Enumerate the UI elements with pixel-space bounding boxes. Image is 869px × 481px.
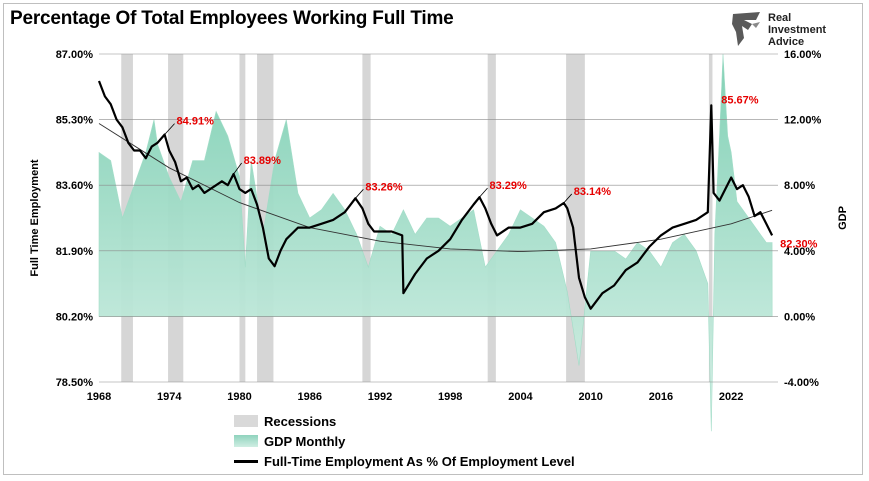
legend-item-gdp: GDP Monthly xyxy=(234,431,575,451)
recession-band xyxy=(566,54,585,382)
y-tick-right: -4.00% xyxy=(784,377,819,389)
recession-band xyxy=(708,54,713,382)
annotation-leader xyxy=(563,193,573,204)
x-tick: 2010 xyxy=(578,391,602,403)
x-tick: 1986 xyxy=(297,391,321,403)
y-tick-left: 85.30% xyxy=(56,115,94,127)
y-tick-right: 4.00% xyxy=(784,246,815,258)
trend-line xyxy=(98,123,773,253)
y-tick-right: 8.00% xyxy=(784,180,815,192)
recessions-swatch xyxy=(234,415,258,427)
y-tick-right: 0.00% xyxy=(784,311,815,323)
eagle-icon xyxy=(732,12,760,46)
y-tick-right: 16.00% xyxy=(784,49,822,61)
legend-item-fte: Full-Time Employment As % Of Employment … xyxy=(234,451,575,471)
x-tick: 2004 xyxy=(508,391,533,403)
legend: Recessions GDP Monthly Full-Time Employm… xyxy=(234,411,575,471)
y-tick-left: 83.60% xyxy=(56,180,94,192)
annotation-label: 83.26% xyxy=(365,181,403,193)
annotation-label: 83.29% xyxy=(489,180,527,192)
annotation-label: 84.91% xyxy=(177,116,215,128)
x-tick: 2016 xyxy=(649,391,673,403)
brand-line-1: Real xyxy=(768,12,792,24)
y-axis-title-right: GDP xyxy=(837,206,849,230)
brand-name: Real Investment Advice xyxy=(768,12,826,48)
y-tick-left: 81.90% xyxy=(56,246,94,258)
x-tick: 1968 xyxy=(87,391,111,403)
x-tick: 1998 xyxy=(438,391,462,403)
annotation-leader xyxy=(164,123,175,135)
y-tick-left: 78.50% xyxy=(56,377,94,389)
y-tick-right: 12.00% xyxy=(784,115,822,127)
fte-swatch xyxy=(234,459,258,463)
y-tick-left: 87.00% xyxy=(56,49,94,61)
legend-item-recessions: Recessions xyxy=(234,411,575,431)
y-axis-title-left: Full Time Employment xyxy=(29,159,41,276)
fte-line xyxy=(97,80,774,310)
annotation-label: 83.14% xyxy=(574,186,612,198)
annotation-label: 82.30% xyxy=(780,238,818,250)
annotation-leader xyxy=(479,187,488,198)
gdp-area xyxy=(98,53,773,432)
brand-line-2: Investment xyxy=(768,24,827,36)
recession-band xyxy=(487,54,496,382)
annotation-label: 83.89% xyxy=(244,155,282,167)
x-tick: 1974 xyxy=(157,391,182,403)
x-tick: 1992 xyxy=(368,391,392,403)
legend-label-fte: Full-Time Employment As % Of Employment … xyxy=(264,453,575,469)
legend-label-recessions: Recessions xyxy=(264,413,337,429)
brand-line-3: Advice xyxy=(768,36,805,48)
annotation-label: 85.67% xyxy=(721,94,759,106)
annotation-leader xyxy=(233,162,242,175)
gdp-swatch xyxy=(234,435,258,447)
annotation-leader xyxy=(355,189,364,199)
y-tick-left: 80.20% xyxy=(56,311,94,323)
x-tick: 2022 xyxy=(719,391,743,403)
brand-logo: Real Investment Advice xyxy=(730,8,840,52)
chart-title: Percentage Of Total Employees Working Fu… xyxy=(10,8,454,29)
legend-label-gdp: GDP Monthly xyxy=(264,433,346,449)
x-tick: 1980 xyxy=(227,391,251,403)
